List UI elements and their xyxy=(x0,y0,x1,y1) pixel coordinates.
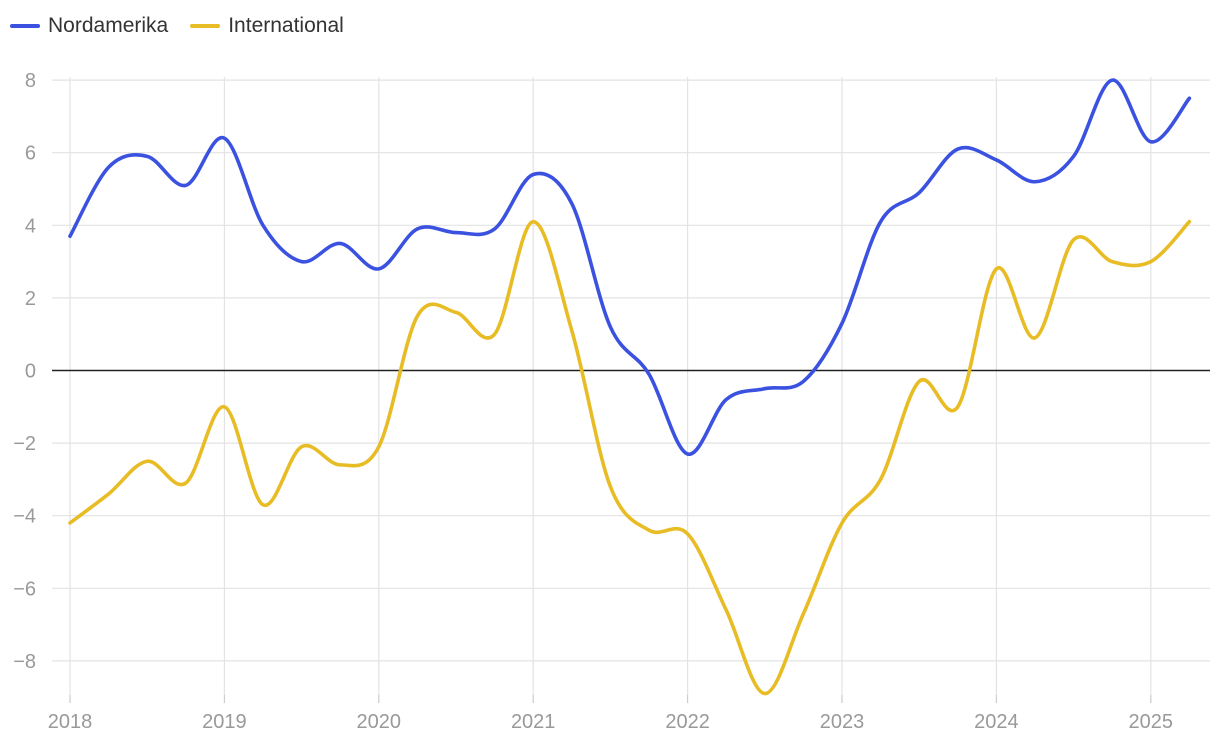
y-tick-label: −8 xyxy=(13,651,36,673)
data-point-nordamerika xyxy=(643,368,655,380)
data-point-international xyxy=(643,524,655,536)
data-point-nordamerika xyxy=(218,132,230,144)
data-point-international xyxy=(527,216,539,228)
data-point-international xyxy=(875,473,887,485)
data-point-international xyxy=(604,481,616,493)
data-point-nordamerika xyxy=(566,198,578,210)
data-point-nordamerika xyxy=(373,263,385,275)
data-point-nordamerika xyxy=(759,383,771,395)
x-tick-label: 2018 xyxy=(48,711,93,733)
data-point-nordamerika xyxy=(1068,150,1080,162)
legend-swatch-nordamerika xyxy=(10,24,40,28)
data-point-international xyxy=(373,441,385,453)
data-point-nordamerika xyxy=(836,317,848,329)
data-point-international xyxy=(141,455,153,467)
data-point-nordamerika xyxy=(682,448,694,460)
data-point-nordamerika xyxy=(720,394,732,406)
y-tick-label: 6 xyxy=(25,143,36,165)
legend-label-international: International xyxy=(228,14,344,37)
data-point-international xyxy=(489,328,501,340)
data-point-international xyxy=(1106,256,1118,268)
data-point-international xyxy=(1183,216,1195,228)
data-point-nordamerika xyxy=(141,150,153,162)
data-point-international xyxy=(797,608,809,620)
data-point-international xyxy=(1068,234,1080,246)
y-tick-label: 0 xyxy=(25,361,36,383)
data-point-international xyxy=(103,488,115,500)
data-point-international xyxy=(566,325,578,337)
data-point-international xyxy=(952,401,964,413)
data-point-nordamerika xyxy=(913,187,925,199)
legend-label-nordamerika: Nordamerika xyxy=(48,14,169,37)
data-point-nordamerika xyxy=(1029,176,1041,188)
data-point-international xyxy=(682,528,694,540)
data-point-international xyxy=(990,263,1002,275)
data-point-nordamerika xyxy=(1183,92,1195,104)
data-point-international xyxy=(296,441,308,453)
x-tick-label: 2025 xyxy=(1129,711,1174,733)
data-point-nordamerika xyxy=(180,179,192,191)
data-point-international xyxy=(450,306,462,318)
data-point-international xyxy=(836,517,848,529)
legend-swatch-international xyxy=(190,24,221,28)
data-point-nordamerika xyxy=(604,321,616,333)
data-point-international xyxy=(411,310,423,322)
data-point-international xyxy=(218,401,230,413)
data-point-nordamerika xyxy=(797,375,809,387)
y-tick-label: −2 xyxy=(13,433,36,455)
x-tick-label: 2020 xyxy=(357,711,402,733)
x-tick-label: 2024 xyxy=(974,711,1019,733)
chart-legend: Nordamerika International xyxy=(10,14,344,38)
data-point-nordamerika xyxy=(334,237,346,249)
series-line-nordamerika xyxy=(68,78,1192,456)
data-point-nordamerika xyxy=(257,219,269,231)
y-tick-label: 8 xyxy=(25,70,36,92)
data-point-nordamerika xyxy=(527,168,539,180)
data-point-international xyxy=(334,459,346,471)
data-point-international xyxy=(180,477,192,489)
data-point-international xyxy=(913,375,925,387)
data-point-nordamerika xyxy=(1106,74,1118,86)
y-tick-label: −6 xyxy=(13,578,36,600)
x-tick-label: 2019 xyxy=(202,711,247,733)
x-tick-label: 2021 xyxy=(511,711,556,733)
data-point-nordamerika xyxy=(103,161,115,173)
data-point-nordamerika xyxy=(296,256,308,268)
y-tick-label: 4 xyxy=(25,215,36,237)
data-point-nordamerika xyxy=(64,230,76,242)
data-point-international xyxy=(720,604,732,616)
data-point-international xyxy=(759,688,771,700)
data-point-nordamerika xyxy=(489,223,501,235)
series-line-international xyxy=(68,219,1192,696)
data-point-international xyxy=(1145,256,1157,268)
x-tick-label: 2023 xyxy=(820,711,865,733)
data-point-nordamerika xyxy=(1145,136,1157,148)
data-point-nordamerika xyxy=(450,227,462,239)
data-point-nordamerika xyxy=(952,143,964,155)
data-point-nordamerika xyxy=(990,154,1002,166)
legend-item-nordamerika[interactable]: Nordamerika xyxy=(10,14,168,38)
legend-item-international[interactable]: International xyxy=(190,14,344,38)
data-point-international xyxy=(257,499,269,511)
data-point-nordamerika xyxy=(411,223,423,235)
data-point-international xyxy=(64,517,76,529)
data-point-international xyxy=(1029,332,1041,344)
y-tick-label: −4 xyxy=(13,506,36,528)
data-point-nordamerika xyxy=(875,216,887,228)
x-tick-label: 2022 xyxy=(665,711,710,733)
y-tick-label: 2 xyxy=(25,288,36,310)
